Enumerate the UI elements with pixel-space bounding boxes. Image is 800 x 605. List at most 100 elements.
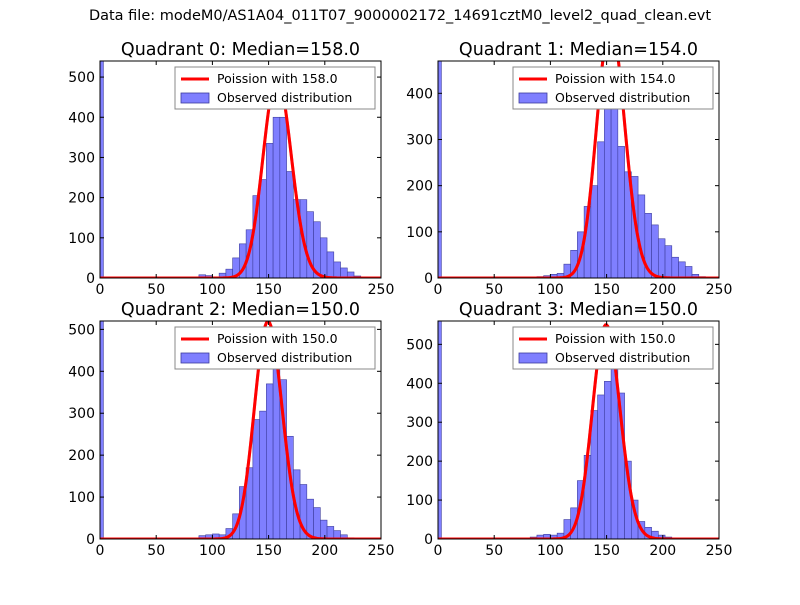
x-tick-label: 200 [311,282,338,298]
x-tick-label: 100 [199,543,226,559]
histogram-bar [597,141,605,278]
legend-label-observed: Observed distribution [555,90,690,105]
x-tick-label: 150 [593,543,620,559]
legend: Poission with 158.0 Observed distribution [174,66,376,110]
y-tick-label: 100 [406,225,433,241]
histogram-bar [658,238,666,278]
x-tick-label: 150 [593,282,620,298]
histogram-bar [671,256,679,278]
x-tick-label: 100 [537,543,564,559]
y-tick-label: 300 [68,406,95,422]
y-tick-label: 200 [406,454,433,470]
legend-label-poisson: Poission with 158.0 [217,71,338,86]
histogram-bar [313,507,321,539]
axes-frame [99,60,382,279]
histogram-bar [320,237,328,278]
x-tick-label: 250 [368,282,395,298]
histogram-bar [590,410,598,539]
subplot-title: Quadrant 1: Median=154.0 [459,40,698,60]
y-tick-label: 500 [68,70,95,86]
y-tick-label: 100 [68,490,95,506]
y-tick-label: 400 [406,376,433,392]
y-tick-label: 100 [68,231,95,247]
y-tick-label: 400 [406,86,433,102]
y-tick-label: 400 [68,110,95,126]
x-tick-label: 0 [96,543,105,559]
x-tick-label: 250 [706,282,733,298]
x-tick-label: 150 [255,543,282,559]
y-tick-label: 0 [424,271,433,287]
legend-box [174,66,376,110]
x-tick-label: 50 [147,543,165,559]
y-tick-label: 200 [406,179,433,195]
histogram-bar [326,526,335,539]
histogram-bar [590,185,598,278]
y-tick-label: 0 [424,532,433,548]
histogram-bar [651,224,659,278]
plot-area [100,61,381,278]
subplot-quadrant-0: 0 50 100 150 200 250 0 100 200 300 400 500 Quadrant … [68,40,394,298]
y-tick-label: 200 [68,191,95,207]
legend-label-observed: Observed distribution [217,350,352,365]
x-tick-label: 200 [649,543,676,559]
figure-suptitle: Data file: modeM0/AS1A04_011T07_90000021… [88,8,712,24]
histogram-bar [604,381,612,539]
subplot-quadrant-2: 0 50 100 150 200 250 0 100 200 300 400 500 Quadrant … [68,300,394,559]
x-tick-label: 50 [147,282,165,298]
y-tick-label: 200 [68,448,95,464]
legend: Poission with 154.0 Observed distribution [512,66,714,110]
x-tick-label: 150 [255,282,282,298]
y-tick-label: 400 [68,364,95,380]
legend-label-observed: Observed distribution [555,350,690,365]
legend-label-observed: Observed distribution [217,90,352,105]
legend-label-poisson: Poission with 150.0 [555,331,676,346]
y-tick-label: 500 [68,322,95,338]
subplot-title: Quadrant 3: Median=150.0 [459,300,698,320]
histogram-bar [438,321,442,539]
legend: Poission with 150.0 Observed distribution [174,326,376,370]
axes-frame [437,320,720,540]
histogram-bar [286,171,294,278]
x-tick-label: 50 [485,543,503,559]
y-tick-label: 300 [68,150,95,166]
axes-frame [437,60,720,279]
histogram-bar [259,179,267,278]
y-tick-label: 300 [406,415,433,431]
y-tick-label: 300 [406,132,433,148]
axes-frame [99,320,382,540]
x-tick-label: 200 [311,543,338,559]
histogram-bar [266,383,274,539]
histogram-bar [320,519,328,539]
histogram-bar [678,261,686,278]
y-tick-label: 0 [86,271,95,287]
histogram-bar [617,146,625,278]
histogram-bar [326,251,335,278]
plot-area [438,61,719,278]
histogram-bar [259,410,267,539]
y-tick-label: 500 [406,337,433,353]
legend-bar-swatch [518,92,548,104]
x-tick-label: 200 [649,282,676,298]
x-tick-label: 250 [368,543,395,559]
histogram-bar [252,419,260,539]
x-tick-label: 50 [485,282,503,298]
x-tick-label: 0 [434,543,443,559]
x-tick-label: 250 [706,543,733,559]
legend-bar-swatch [180,92,210,104]
histogram-bar [664,245,673,278]
legend-label-poisson: Poission with 154.0 [555,71,676,86]
histogram-bar [684,266,693,278]
histogram-bar [346,271,355,278]
histogram-bar [272,116,281,278]
legend: Poission with 150.0 Observed distribution [512,326,714,370]
subplot-quadrant-3: 0 50 100 150 200 250 0 100 200 300 400 500 Quadrant … [406,300,732,559]
x-tick-label: 0 [434,282,443,298]
legend-bar-swatch [518,352,548,364]
y-tick-label: 100 [406,493,433,509]
x-tick-label: 0 [96,282,105,298]
legend-label-poisson: Poission with 150.0 [217,331,338,346]
histogram-bar [438,61,442,278]
histogram-bar [604,93,612,278]
